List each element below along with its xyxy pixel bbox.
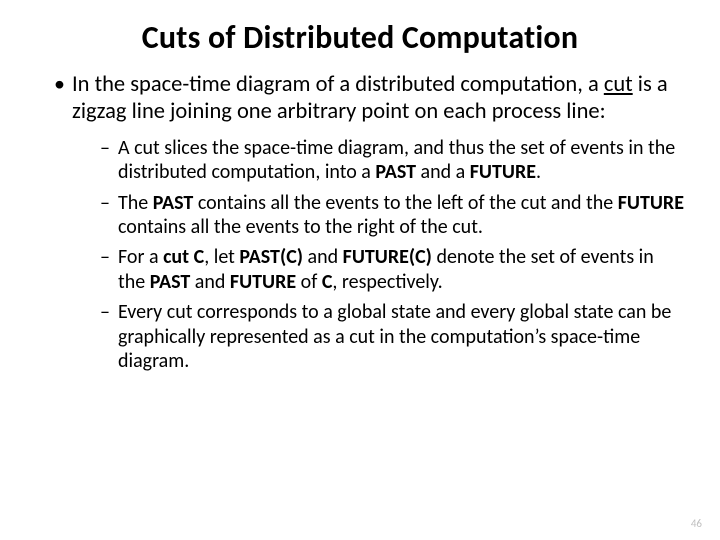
bold-term-future: FUTURE xyxy=(618,191,684,215)
text: contains all the events to the left of t… xyxy=(193,191,617,215)
slide-title: Cuts of Distributed Computation xyxy=(36,18,684,57)
text: , respectively. xyxy=(332,270,442,294)
list-item: In the space-time diagram of a distribut… xyxy=(54,71,684,373)
bold-term-future-c: FUTURE(C) xyxy=(343,245,432,269)
text: For a xyxy=(118,245,163,269)
text: and xyxy=(303,245,343,269)
text: In the space-time diagram of a distribut… xyxy=(72,71,604,98)
bold-term-future: FUTURE xyxy=(470,160,536,184)
bullet-list-level1: In the space-time diagram of a distribut… xyxy=(36,71,684,373)
text: The xyxy=(118,191,153,215)
bold-term-past: PAST xyxy=(150,270,191,294)
list-item: For a cut C, let PAST(C) and FUTURE(C) d… xyxy=(100,245,684,294)
bold-term-c: C xyxy=(322,270,333,294)
text: , let xyxy=(204,245,239,269)
list-item: Every cut corresponds to a global state … xyxy=(100,300,684,373)
bold-term-past-c: PAST(C) xyxy=(239,245,303,269)
text: of xyxy=(296,270,322,294)
text: and xyxy=(190,270,230,294)
underlined-term-cut: cut xyxy=(604,71,633,98)
slide: Cuts of Distributed Computation In the s… xyxy=(0,0,720,540)
page-number: 46 xyxy=(691,517,702,530)
bold-term-cut-c: cut C xyxy=(163,245,204,269)
text: and a xyxy=(416,160,470,184)
text: Every cut corresponds to a global state … xyxy=(118,300,671,373)
bold-term-future: FUTURE xyxy=(230,270,296,294)
bullet-list-level2: A cut slices the space-time diagram, and… xyxy=(72,136,684,374)
bold-term-past: PAST xyxy=(153,191,194,215)
text: . xyxy=(536,160,541,184)
bold-term-past: PAST xyxy=(375,160,416,184)
list-item: A cut slices the space-time diagram, and… xyxy=(100,136,684,185)
text: contains all the events to the right of … xyxy=(118,215,483,239)
list-item: The PAST contains all the events to the … xyxy=(100,191,684,240)
